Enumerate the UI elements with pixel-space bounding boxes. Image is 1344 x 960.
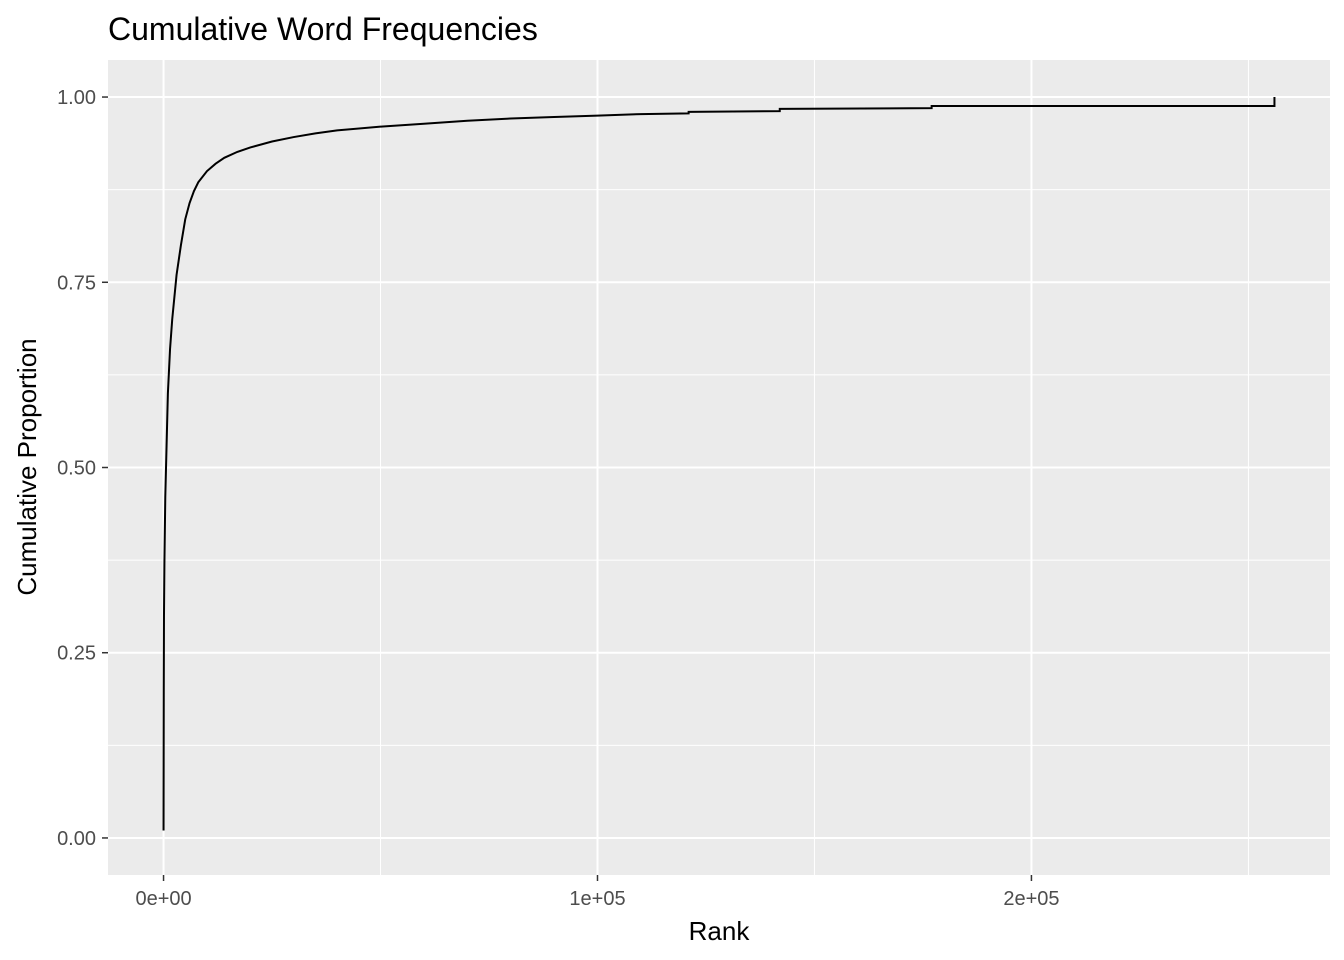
y-axis-title: Cumulative Proportion xyxy=(12,338,42,595)
x-tick-label-2: 2e+05 xyxy=(1003,888,1059,910)
x-tick-label-0: 0e+00 xyxy=(135,888,191,910)
chart-title: Cumulative Word Frequencies xyxy=(108,11,538,47)
y-axis: 0.00 0.25 0.50 0.75 1.00 xyxy=(57,87,108,850)
y-tick-label-4: 1.00 xyxy=(57,87,96,109)
x-tick-label-1: 1e+05 xyxy=(569,888,625,910)
y-tick-label-3: 0.75 xyxy=(57,272,96,294)
x-axis: 0e+00 1e+05 2e+05 xyxy=(135,875,1060,910)
cumulative-proportion-line xyxy=(162,97,1276,831)
y-tick-label-1: 0.25 xyxy=(57,643,96,665)
major-gridlines xyxy=(108,60,1330,875)
y-tick-label-0: 0.00 xyxy=(57,828,96,850)
y-tick-label-2: 0.50 xyxy=(57,458,96,480)
x-axis-title: Rank xyxy=(689,916,751,946)
